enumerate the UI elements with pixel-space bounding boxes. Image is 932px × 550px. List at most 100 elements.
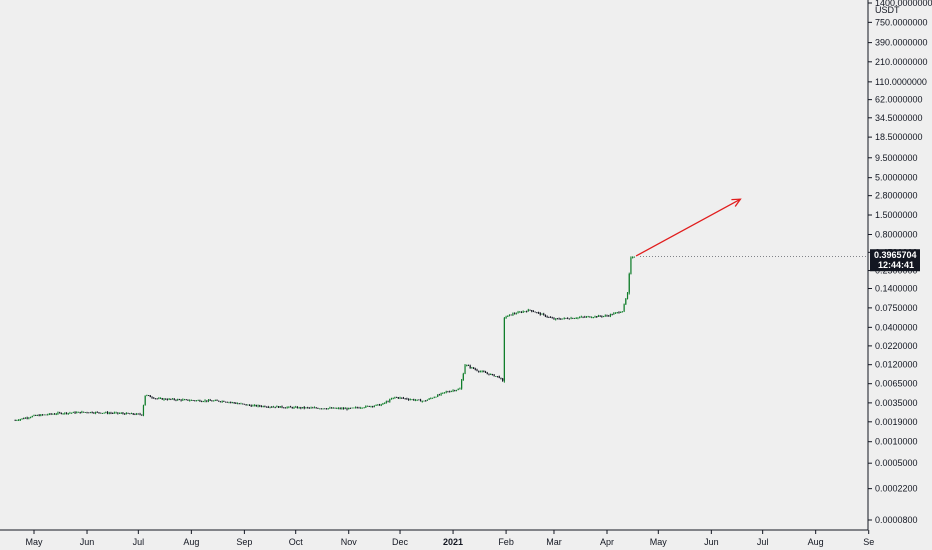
candle-body xyxy=(142,405,145,416)
candle-body xyxy=(502,378,504,381)
candle-body xyxy=(214,400,216,402)
candle-body xyxy=(26,417,28,419)
candle-body xyxy=(216,400,218,402)
candle-body xyxy=(185,399,187,401)
candle-body xyxy=(568,318,570,320)
price-tick-label: 0.0065000 xyxy=(875,379,918,389)
candle-body xyxy=(467,365,470,366)
candle-body xyxy=(515,313,517,315)
candle-body xyxy=(74,412,76,414)
candle-body xyxy=(163,398,165,400)
candle-body xyxy=(182,399,184,401)
candle-body xyxy=(373,405,375,407)
time-tick-label: Apr xyxy=(600,537,614,547)
candle-body xyxy=(604,315,606,317)
candle-body xyxy=(606,315,608,317)
price-tick-label: 0.0010000 xyxy=(875,437,918,447)
candle-body xyxy=(621,311,623,313)
candle-body xyxy=(317,408,319,409)
candle-body xyxy=(279,406,281,408)
candle-body xyxy=(235,402,237,404)
candle-body xyxy=(483,371,485,373)
price-tick-label: 0.1400000 xyxy=(875,284,918,294)
candle-body xyxy=(450,390,452,392)
candle-body xyxy=(93,412,95,414)
candle-body xyxy=(365,405,367,408)
candle-body xyxy=(544,314,547,317)
candle-body xyxy=(623,304,625,312)
candle-body xyxy=(48,413,50,415)
last-price-badge[interactable] xyxy=(870,249,920,272)
candle-body xyxy=(247,404,249,406)
candle-body xyxy=(508,314,511,316)
candle-body xyxy=(29,417,32,418)
candle-body xyxy=(319,408,321,410)
candle-body xyxy=(536,312,538,314)
candle-body xyxy=(491,374,493,375)
candle-body xyxy=(522,311,524,313)
candle-body xyxy=(580,316,582,318)
time-tick-label: May xyxy=(650,537,668,547)
candle-body xyxy=(303,407,305,409)
candle-body xyxy=(310,407,312,409)
candle-body xyxy=(14,420,16,422)
candle-body xyxy=(112,413,114,414)
price-tick-label: 0.0220000 xyxy=(875,341,918,351)
candle-body xyxy=(36,415,39,416)
candle-body xyxy=(269,406,271,408)
time-tick-label: Se xyxy=(863,537,874,547)
candle-body xyxy=(589,316,591,318)
candle-body xyxy=(389,399,391,402)
candle-body xyxy=(312,407,314,409)
candle-body xyxy=(276,406,278,408)
candle-body xyxy=(618,312,620,313)
candle-body xyxy=(370,406,372,407)
candle-body xyxy=(59,412,61,414)
time-tick-label: May xyxy=(25,537,43,547)
candle-body xyxy=(144,395,146,406)
price-tick-label: 1400.0000000 xyxy=(875,0,932,8)
candle-body xyxy=(180,399,182,401)
price-tick-label: 0.0002200 xyxy=(875,484,918,494)
time-tick-label: Nov xyxy=(341,537,358,547)
candle-body xyxy=(476,369,478,371)
candle-body xyxy=(488,373,490,375)
time-tick-label: 2021 xyxy=(443,537,463,547)
candle-body xyxy=(320,408,322,410)
candle-body xyxy=(190,400,192,401)
candle-body xyxy=(100,412,102,414)
candle-body xyxy=(149,395,151,398)
candle-body xyxy=(479,371,482,373)
candle-body xyxy=(31,416,33,418)
candle-body xyxy=(122,413,124,414)
candle-body xyxy=(242,403,244,405)
candle-body xyxy=(339,408,341,409)
candle-body xyxy=(277,406,280,408)
trend-arrow-head xyxy=(731,198,742,207)
candle-body xyxy=(486,372,488,374)
price-tick-label: 1.5000000 xyxy=(875,210,918,220)
candle-body xyxy=(120,413,122,414)
candle-body xyxy=(416,399,418,401)
candle-body xyxy=(291,407,293,409)
candle-body xyxy=(313,407,316,409)
candle-body xyxy=(421,400,423,402)
price-tick-label: 0.8000000 xyxy=(875,229,918,239)
candle-body xyxy=(471,367,473,369)
candle-body xyxy=(219,401,222,403)
candle-body xyxy=(354,407,357,409)
candle-body xyxy=(125,412,127,415)
candle-body xyxy=(409,399,411,401)
candle-body xyxy=(257,405,259,407)
candle-body xyxy=(170,398,172,400)
candle-body xyxy=(245,404,247,406)
price-tick-label: 0.0000800 xyxy=(875,515,918,525)
candle-body xyxy=(575,318,577,319)
candle-body xyxy=(394,397,396,398)
candle-body xyxy=(43,414,45,416)
candle-body xyxy=(613,313,615,315)
time-tick-label: Jul xyxy=(133,537,145,547)
candle-body xyxy=(331,407,333,409)
